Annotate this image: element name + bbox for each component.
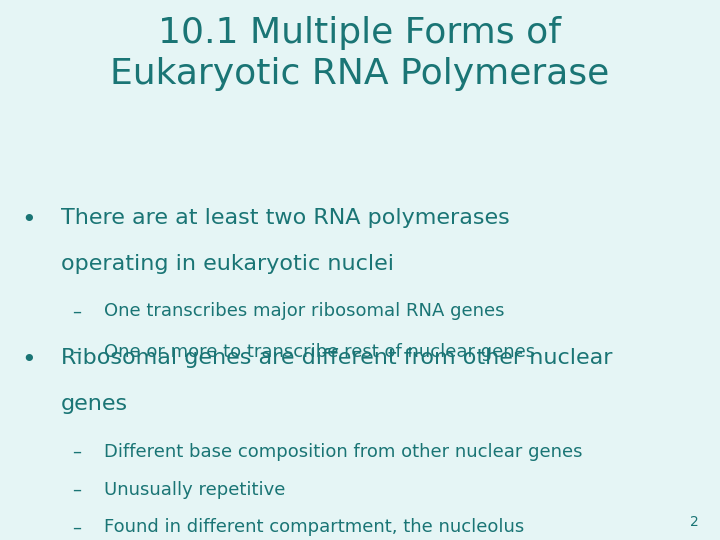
Text: Different base composition from other nuclear genes: Different base composition from other nu… (104, 443, 583, 461)
Text: •: • (22, 348, 36, 372)
Text: operating in eukaryotic nuclei: operating in eukaryotic nuclei (61, 254, 395, 274)
Text: –: – (72, 518, 81, 536)
Text: –: – (72, 443, 81, 461)
Text: One or more to transcribe rest of nuclear genes: One or more to transcribe rest of nuclea… (104, 343, 536, 361)
Text: –: – (72, 481, 81, 498)
Text: Unusually repetitive: Unusually repetitive (104, 481, 286, 498)
Text: Ribosomal genes are different from other nuclear: Ribosomal genes are different from other… (61, 348, 613, 368)
Text: •: • (22, 208, 36, 232)
Text: –: – (72, 343, 81, 361)
Text: There are at least two RNA polymerases: There are at least two RNA polymerases (61, 208, 510, 228)
Text: One transcribes major ribosomal RNA genes: One transcribes major ribosomal RNA gene… (104, 302, 505, 320)
Text: 10.1 Multiple Forms of
Eukaryotic RNA Polymerase: 10.1 Multiple Forms of Eukaryotic RNA Po… (110, 16, 610, 91)
Text: 2: 2 (690, 515, 698, 529)
Text: genes: genes (61, 394, 128, 414)
Text: Found in different compartment, the nucleolus: Found in different compartment, the nucl… (104, 518, 525, 536)
Text: –: – (72, 302, 81, 320)
